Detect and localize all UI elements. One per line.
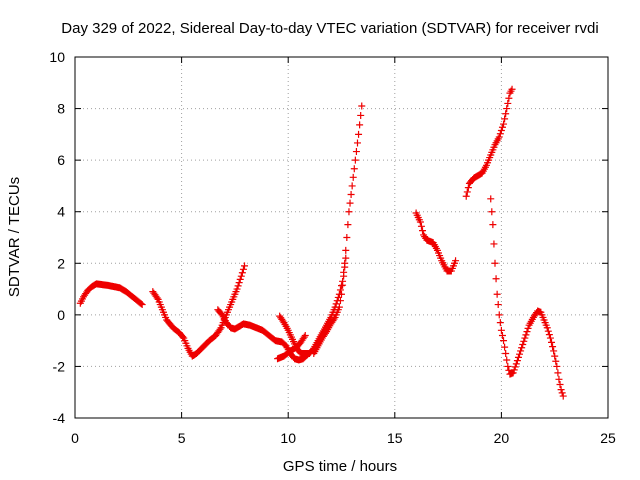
data-series — [76, 85, 567, 400]
y-tick-label: 2 — [57, 255, 65, 271]
y-tick-label: 10 — [49, 49, 65, 65]
y-tick-label: 6 — [57, 152, 65, 168]
data-point-markers — [149, 262, 248, 360]
data-point-markers — [310, 254, 350, 358]
x-tick-label: 15 — [387, 430, 403, 446]
x-tick-label: 20 — [494, 430, 510, 446]
data-point-markers — [76, 280, 146, 309]
y-tick-label: -2 — [53, 358, 66, 374]
y-axis-label: SDTVAR / TECUs — [6, 177, 23, 297]
data-point-markers — [412, 209, 460, 275]
data-point-markers — [276, 102, 366, 358]
y-tick-label: 4 — [57, 204, 65, 220]
y-tick-label: -4 — [53, 410, 66, 426]
x-tick-label: 10 — [280, 430, 296, 446]
x-tick-label: 0 — [71, 430, 79, 446]
data-point-markers — [487, 195, 567, 400]
x-tick-label: 25 — [600, 430, 616, 446]
chart-title: Day 329 of 2022, Sidereal Day-to-day VTE… — [61, 20, 598, 37]
y-tick-label: 0 — [57, 307, 65, 323]
x-tick-label: 5 — [178, 430, 186, 446]
y-tick-label: 8 — [57, 101, 65, 117]
axis-ticks: 0 5 10 15 20 25 -4 -2 0 2 4 6 8 10 — [49, 49, 616, 446]
data-point-markers — [462, 85, 516, 200]
plot-frame — [74, 56, 609, 419]
x-axis-label: GPS time / hours — [283, 458, 397, 475]
grid — [75, 57, 608, 418]
series-rvdi — [76, 85, 567, 400]
